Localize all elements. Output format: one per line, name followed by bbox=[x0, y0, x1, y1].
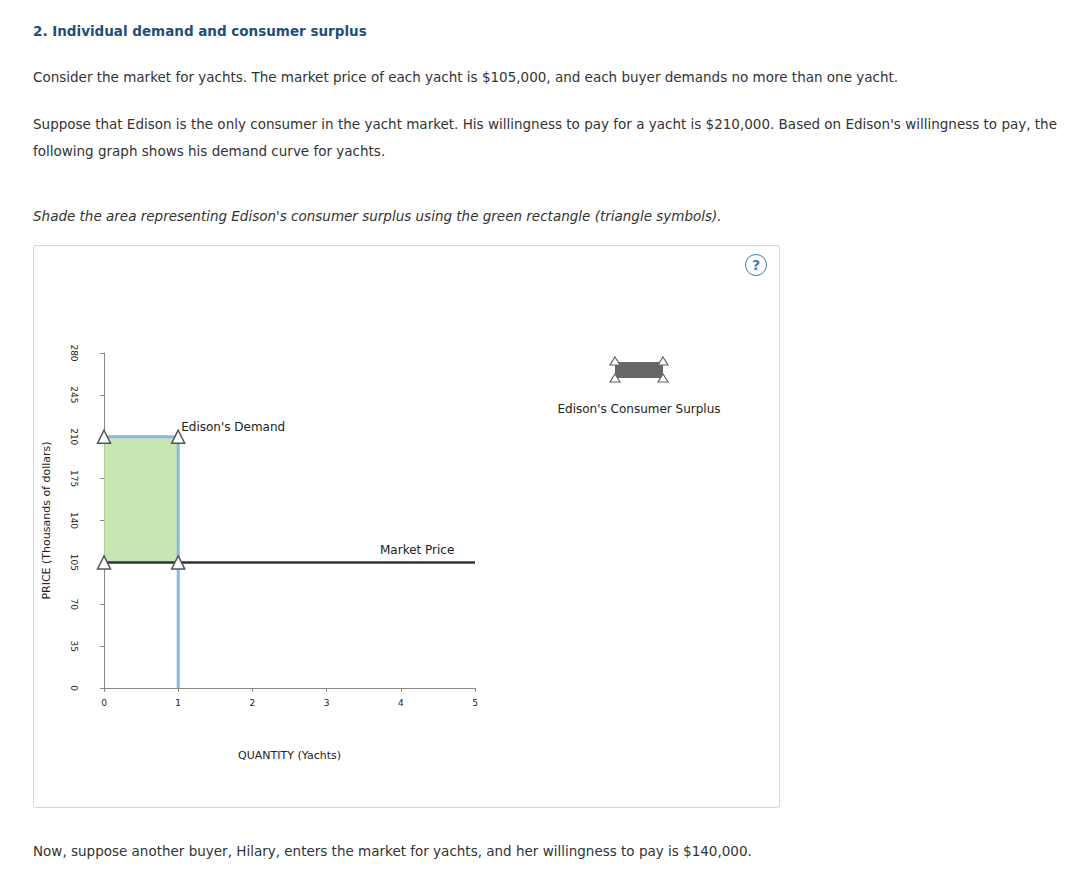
svg-text:245: 245 bbox=[69, 386, 79, 403]
html-text:Edison's Consumer Surplus: Edison's Consumer Surplus bbox=[557, 402, 721, 416]
svg-text:105: 105 bbox=[69, 554, 79, 571]
svg-text:35: 35 bbox=[69, 640, 79, 651]
html-text:Consider the market for yachts: Consider the market for yachts. The mark… bbox=[33, 69, 899, 85]
svg-text:2: 2 bbox=[250, 698, 256, 708]
svg-text:Edison's Demand: Edison's Demand bbox=[181, 420, 285, 434]
svg-text:70: 70 bbox=[69, 599, 79, 611]
html-text:2. Individual demand and consu: 2. Individual demand and consumer surplu… bbox=[33, 23, 367, 39]
html-text:Shade the area representing Ed: Shade the area representing Edison's con… bbox=[33, 208, 722, 224]
html-text:Suppose that Edison is the onl: Suppose that Edison is the only consumer… bbox=[33, 116, 1057, 159]
html-text:Now, suppose another buyer, Hi: Now, suppose another buyer, Hilary, ente… bbox=[33, 843, 752, 859]
svg-text:Market Price: Market Price bbox=[380, 543, 454, 557]
svg-text:0: 0 bbox=[101, 698, 107, 708]
svg-text:210: 210 bbox=[69, 428, 79, 445]
svg-text:140: 140 bbox=[69, 512, 79, 529]
svg-text:0: 0 bbox=[69, 685, 79, 691]
svg-text:280: 280 bbox=[69, 344, 79, 361]
svg-text:1: 1 bbox=[175, 698, 181, 708]
svg-text:175: 175 bbox=[69, 470, 79, 487]
svg-text:3: 3 bbox=[324, 698, 330, 708]
svg-text:4: 4 bbox=[398, 698, 404, 708]
svg-text:PRICE (Thousands of dollars): PRICE (Thousands of dollars) bbox=[40, 441, 53, 599]
svg-text:QUANTITY (Yachts): QUANTITY (Yachts) bbox=[238, 749, 341, 762]
svg-text:5: 5 bbox=[472, 698, 478, 708]
